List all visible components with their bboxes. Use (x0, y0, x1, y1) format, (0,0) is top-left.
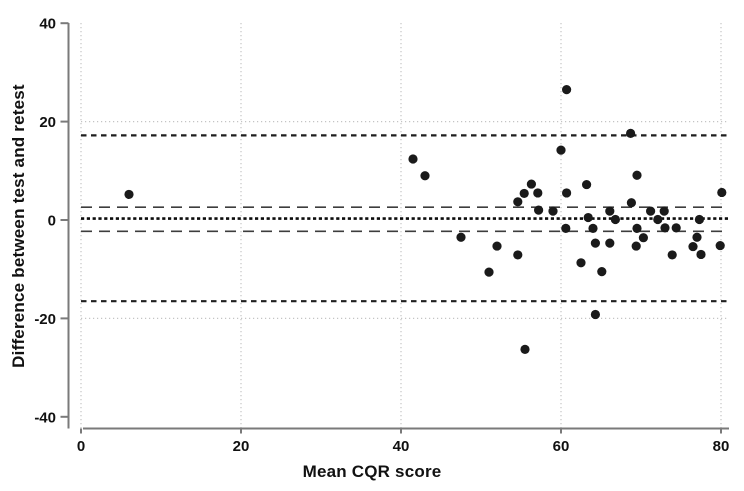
data-point (632, 223, 642, 233)
data-point (660, 223, 670, 233)
data-point (519, 188, 529, 199)
x-tick-label: 0 (77, 438, 85, 455)
data-point (526, 179, 537, 189)
x-axis-title: Mean CQR score (302, 462, 442, 481)
data-point (688, 241, 698, 252)
data-point (692, 232, 702, 242)
data-point (562, 188, 572, 198)
data-point (605, 206, 615, 216)
data-point (582, 179, 592, 190)
y-tick-label: -20 (34, 311, 56, 328)
data-point (534, 205, 544, 215)
data-point (484, 267, 494, 277)
data-point (590, 238, 601, 248)
data-point (590, 309, 601, 320)
data-point (610, 214, 621, 225)
y-axis-title: Difference between test and retest (9, 84, 28, 368)
data-point (520, 344, 530, 354)
x-tick-label: 60 (553, 438, 570, 455)
data-point (420, 171, 430, 181)
data-point (513, 250, 523, 260)
data-point (597, 267, 607, 277)
x-tick-label: 20 (233, 438, 250, 455)
data-point (124, 189, 134, 200)
data-point (659, 206, 669, 216)
data-point (548, 206, 558, 216)
data-point (408, 154, 418, 164)
data-point (646, 206, 656, 216)
data-point (533, 188, 543, 198)
data-point (561, 223, 571, 233)
data-point (626, 128, 636, 139)
data-point (632, 170, 642, 180)
data-point (605, 238, 615, 248)
data-point (626, 198, 637, 208)
y-tick-label: -40 (34, 409, 56, 426)
data-point (562, 85, 572, 95)
data-point (556, 145, 566, 155)
data-point (667, 250, 677, 260)
data-point (513, 197, 523, 207)
data-point (671, 223, 681, 233)
y-tick-label: 0 (48, 213, 56, 230)
data-point (576, 258, 586, 268)
data-point (653, 214, 663, 225)
y-tick-label: 40 (39, 16, 56, 33)
data-point (631, 241, 641, 251)
data-point (588, 223, 598, 233)
x-tick-label: 40 (393, 438, 410, 455)
data-point (694, 214, 705, 225)
data-point (715, 240, 725, 251)
x-tick-label: 80 (713, 438, 730, 455)
data-point (638, 233, 649, 243)
data-point (717, 187, 727, 198)
y-tick-label: 20 (39, 114, 56, 131)
data-point (583, 212, 593, 223)
data-point (492, 241, 502, 251)
data-point (456, 232, 466, 242)
data-point (696, 249, 706, 260)
